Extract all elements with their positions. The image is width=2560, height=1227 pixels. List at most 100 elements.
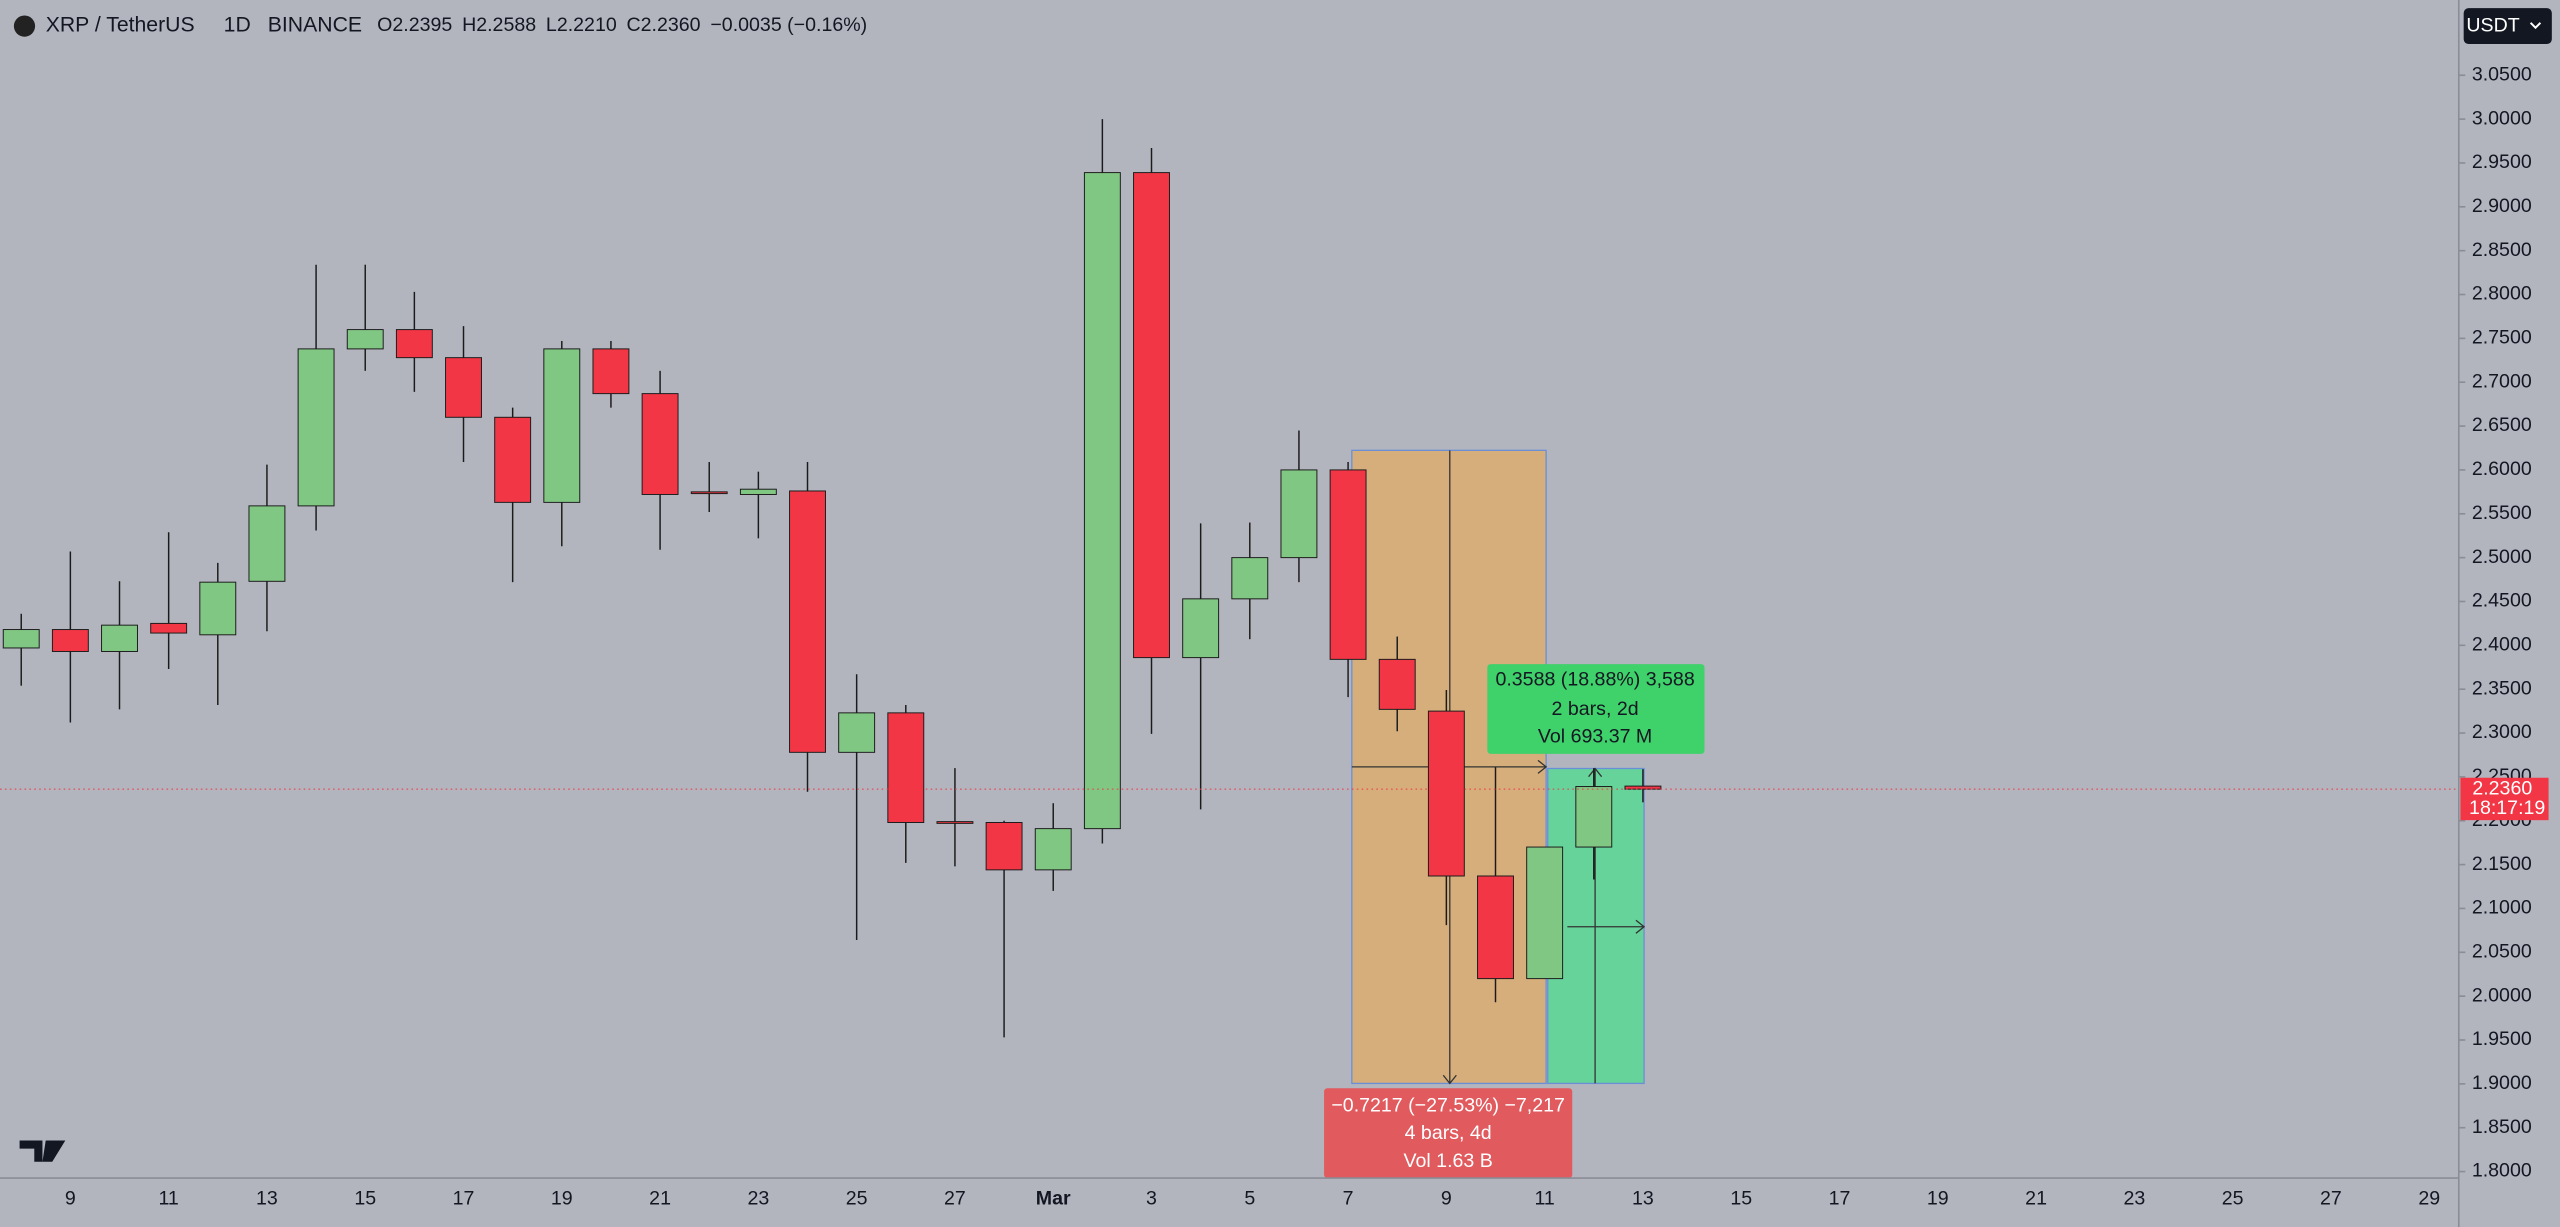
dropdown-icon[interactable]	[2529, 22, 2542, 30]
loss-label: −0.7217 (−27.53%) −7,217	[1331, 1094, 1565, 1116]
y-tick-label: 3.0500	[2472, 63, 2532, 85]
candle-body	[150, 622, 188, 634]
x-tick-label: 11	[158, 1187, 178, 1209]
x-tick-label: Mar	[1036, 1187, 1071, 1209]
gain-label-box	[1487, 664, 1705, 754]
candle-body	[199, 581, 237, 636]
candle-body	[445, 357, 482, 418]
candle-body	[543, 348, 581, 503]
x-tick-label: 15	[354, 1187, 376, 1209]
candle-body	[1624, 785, 1662, 790]
x-tick-label: 7	[1343, 1187, 1354, 1209]
y-tick-label: 2.6500	[2472, 414, 2532, 436]
y-tick-label: 2.3500	[2472, 677, 2532, 699]
candle-body	[1477, 875, 1514, 980]
arrow	[1635, 919, 1646, 934]
price-tag	[2460, 777, 2549, 821]
candle-body	[1427, 710, 1465, 877]
x-tick-label: 17	[1829, 1187, 1851, 1209]
ohlc-key: L	[546, 14, 557, 36]
y-tick-label: 1.8500	[2472, 1116, 2532, 1138]
y-tick-label: 3.0000	[2472, 107, 2532, 129]
x-tick-label: 3	[1146, 1187, 1157, 1209]
x-tick-label: 23	[747, 1187, 769, 1209]
candle-body	[297, 348, 335, 507]
candle-body	[395, 329, 433, 359]
candle-body	[838, 712, 876, 753]
candle-body	[1280, 469, 1318, 559]
axes: 1.8000 1.8500 1.9000 1.9500 2.0000 2.0500 2.10…	[0, 63, 2549, 1209]
y-tick-label: 2.8000	[2472, 283, 2532, 305]
price-tag-label: 2.2360	[2472, 777, 2532, 799]
y-tick-label: 2.4500	[2472, 590, 2532, 612]
exchange: BINANCE	[268, 14, 362, 37]
change: −0.0035 (−0.16%)	[710, 14, 867, 36]
candle-body	[1034, 828, 1072, 871]
candle-body	[1083, 172, 1121, 830]
ohlc-value: 2.2210	[557, 14, 617, 36]
arrow	[1442, 1074, 1457, 1085]
x-tick-label: 19	[1927, 1187, 1949, 1209]
x-tick-label: 17	[453, 1187, 475, 1209]
loss-label: 4 bars, 4d	[1405, 1122, 1492, 1144]
ohlc-key: C	[627, 14, 641, 36]
candle-body	[690, 491, 728, 495]
ohlc-value: 2.2360	[641, 14, 701, 36]
candle-body	[641, 393, 679, 495]
candle-body	[1378, 658, 1416, 710]
arrow	[1588, 767, 1603, 778]
x-tick-label: 27	[944, 1187, 966, 1209]
candle-body	[1526, 846, 1564, 980]
y-tick-label: 2.6000	[2472, 458, 2532, 480]
candle-body	[2, 629, 40, 649]
interval: 1D	[224, 14, 251, 37]
candle-body	[346, 329, 384, 350]
y-tick-label: 2.7000	[2472, 370, 2532, 392]
candle-body	[592, 348, 630, 395]
candle-body	[887, 712, 925, 823]
x-tick-label: 19	[551, 1187, 573, 1209]
currency-button[interactable]	[2463, 8, 2552, 45]
ohlc-key: O	[377, 14, 392, 36]
y-tick-label: 1.9500	[2472, 1028, 2532, 1050]
x-tick-label: 29	[2418, 1187, 2440, 1209]
y-tick-label: 1.8000	[2472, 1160, 2532, 1182]
y-tick-label: 2.5000	[2472, 546, 2532, 568]
ohlc: O2.2395 H2.2588 L2.2210 C2.2360 −0.0035 (−0.…	[377, 14, 867, 36]
y-tick-label: 2.4000	[2472, 634, 2532, 656]
y-tick-label: 2.0000	[2472, 984, 2532, 1006]
y-tick-label: 2.1000	[2472, 897, 2532, 919]
x-tick-label: 21	[2025, 1187, 2047, 1209]
x-tick-label: 27	[2320, 1187, 2342, 1209]
gain-label: 0.3588 (18.88%) 3,588	[1495, 669, 1694, 691]
y-tick-label: 2.9000	[2472, 195, 2532, 217]
candle-body	[739, 488, 777, 495]
candle-body	[101, 624, 138, 652]
candle-body	[1329, 469, 1367, 660]
y-tick-label: 2.9500	[2472, 151, 2532, 173]
header: XRP / TetherUS 1D BINANCE O2.2395 H2.2588…	[13, 8, 2552, 45]
x-tick-label: 15	[1730, 1187, 1752, 1209]
candle-body	[248, 505, 286, 582]
x-tick-label: 23	[2123, 1187, 2145, 1209]
x-tick-label: 25	[2222, 1187, 2244, 1209]
y-tick-label: 2.1500	[2472, 853, 2532, 875]
candle-body	[789, 490, 826, 753]
x-tick-label: 13	[256, 1187, 278, 1209]
x-tick-label: 11	[1534, 1187, 1554, 1209]
x-tick-label: 5	[1244, 1187, 1255, 1209]
candle-body	[1182, 598, 1220, 659]
countdown: 18:17:19	[2469, 797, 2545, 819]
x-tick-label: 21	[649, 1187, 671, 1209]
y-tick-label: 2.7500	[2472, 327, 2532, 349]
gain-label: Vol 693.37 M	[1538, 726, 1652, 748]
candle-body	[936, 821, 974, 824]
y-tick-label: 2.8500	[2472, 239, 2532, 261]
ohlc-key: H	[462, 14, 476, 36]
candle-body	[1575, 786, 1613, 848]
candle-body	[1133, 172, 1170, 659]
currency[interactable]: USDT	[2466, 14, 2519, 36]
